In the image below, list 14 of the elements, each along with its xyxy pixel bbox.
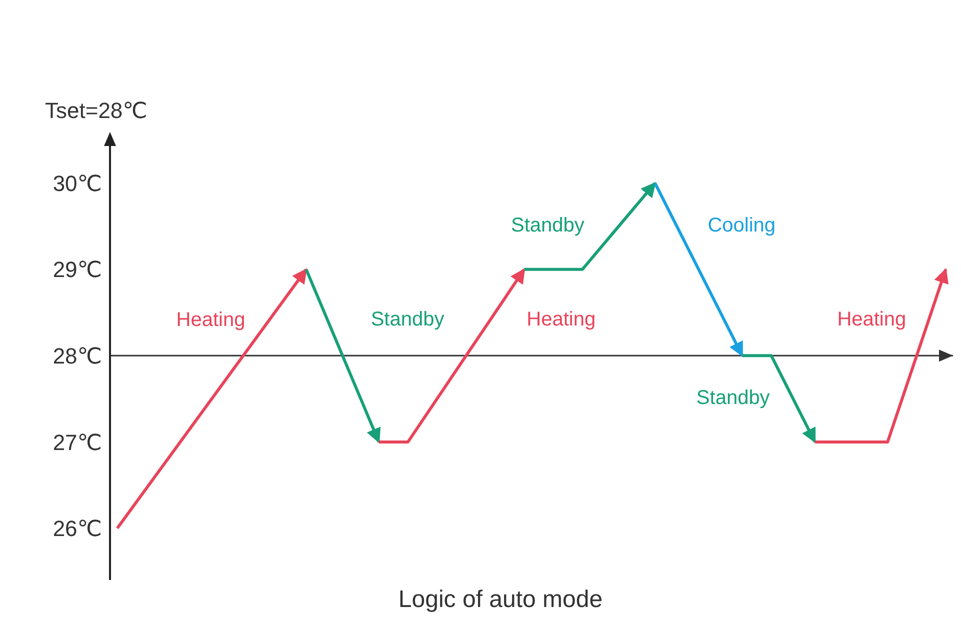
y-tick-label: 28℃ bbox=[52, 343, 102, 368]
y-tick-label: 27℃ bbox=[52, 430, 102, 455]
series-label: Heating bbox=[176, 308, 246, 331]
y-axis-title: Tset=28℃ bbox=[45, 98, 148, 123]
series-label: Heating bbox=[526, 308, 596, 331]
series-label: Cooling bbox=[708, 214, 776, 236]
series-label: Standby bbox=[696, 386, 770, 409]
text: Logic of auto mode bbox=[397, 586, 604, 614]
series-label: Heating bbox=[837, 308, 906, 331]
y-tick-label: 29℃ bbox=[52, 257, 102, 282]
y-tick-label: 26℃ bbox=[52, 516, 102, 542]
series-label: Standby bbox=[370, 308, 444, 331]
y-tick-label: 30℃ bbox=[52, 170, 102, 196]
series-label: Standby bbox=[511, 214, 584, 236]
